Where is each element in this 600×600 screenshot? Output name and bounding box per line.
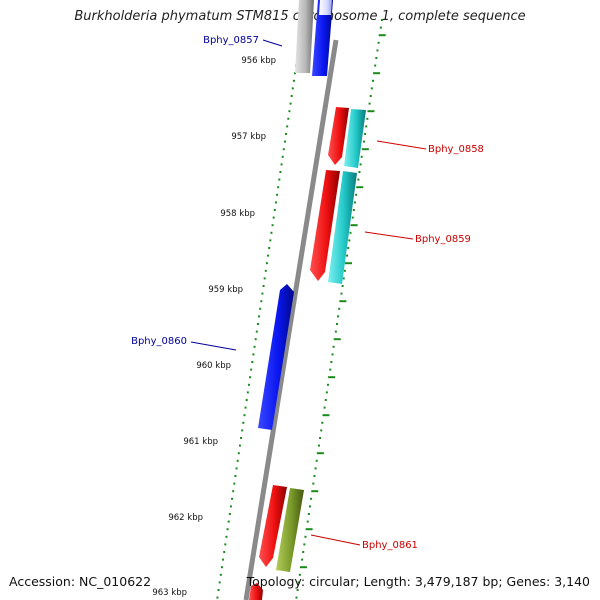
leader-bphy-0857 [262, 39, 283, 47]
label-leaders [190, 39, 427, 546]
leader-bphy-0859 [364, 231, 414, 240]
gene-label-bphy-0857[interactable]: Bphy_0857 [203, 35, 259, 46]
gene-arrow-bphy-0859-cyan[interactable] [328, 171, 357, 284]
gene-arrow-bphy-0857-light[interactable] [295, 0, 314, 73]
scale-label-958: 958 kbp [220, 209, 255, 219]
scale-label-963: 963 kbp [152, 588, 187, 598]
gene-arrow-bphy-0858-cyan[interactable] [344, 109, 366, 168]
accession-text: Accession: NC_010622 [9, 574, 152, 589]
gene-arrow-bphy-0861-olive[interactable] [276, 488, 304, 572]
gene-label-bphy-0858[interactable]: Bphy_0858 [428, 144, 484, 155]
gene-arrow-red-bottom[interactable] [249, 583, 263, 600]
gene-labels: Bphy_0857 Bphy_0858 Bphy_0859 Bphy_0860 … [131, 35, 484, 551]
scale-label-959: 959 kbp [208, 285, 243, 295]
gene-label-bphy-0859[interactable]: Bphy_0859 [415, 234, 471, 245]
gene-track [249, 0, 366, 600]
gene-arrow-bphy-0861-red[interactable] [259, 485, 287, 567]
scale-label-962: 962 kbp [168, 513, 203, 523]
scale-labels: 956 kbp 957 kbp 958 kbp 959 kbp 960 kbp … [152, 56, 276, 598]
leader-bphy-0860 [190, 341, 237, 351]
leader-bphy-0858 [376, 140, 427, 150]
gene-arrow-bphy-0860[interactable] [258, 284, 294, 430]
leader-bphy-0861 [310, 534, 361, 546]
gene-label-bphy-0860[interactable]: Bphy_0860 [131, 336, 187, 347]
scale-label-956: 956 kbp [241, 56, 276, 66]
gene-arrow-bphy-0859-red[interactable] [310, 170, 340, 281]
scale-label-961: 961 kbp [183, 437, 218, 447]
gene-arrow-blue-top[interactable] [312, 0, 333, 76]
gene-arrow-bphy-0858-red[interactable] [328, 107, 349, 165]
gene-arrow-light-top [319, 0, 332, 15]
gene-label-bphy-0861[interactable]: Bphy_0861 [362, 540, 418, 551]
scale-label-957: 957 kbp [231, 132, 266, 142]
tick-track [216, 19, 386, 599]
backbone-line [243, 39, 339, 600]
topology-summary: Topology: circular; Length: 3,479,187 bp… [246, 574, 590, 589]
scale-label-960: 960 kbp [196, 361, 231, 371]
